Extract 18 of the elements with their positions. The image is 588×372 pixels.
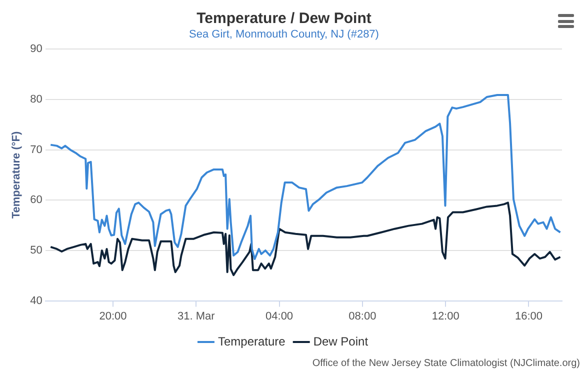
chart-subtitle: Sea Girt, Monmouth County, NJ (#287) [189,28,379,41]
x-tick-label: 12:00 [432,310,460,322]
y-axis-title: Temperature (°F) [10,131,23,219]
legend-label: Temperature [218,334,286,348]
y-tick-label: 60 [30,194,42,206]
text: Office of the New Jersey State Climatologist (NJClimate.org) [312,358,580,369]
y-tick-label: 40 [30,294,42,307]
x-tick-label: 20:00 [99,310,127,322]
x-tick-label: 04:00 [266,310,294,322]
y-tick-label: 70 [30,144,42,156]
x-tick-label: 08:00 [348,310,376,322]
y-tick-label: 80 [30,94,42,106]
legend-label: Dew Point [313,334,369,348]
y-tick-label: 90 [30,43,42,56]
y-tick-label: 50 [30,244,42,257]
chart-title: Temperature / Dew Point [196,10,372,28]
x-tick-label: 31. Mar [177,310,216,322]
x-tick-label: 16:00 [514,310,543,322]
